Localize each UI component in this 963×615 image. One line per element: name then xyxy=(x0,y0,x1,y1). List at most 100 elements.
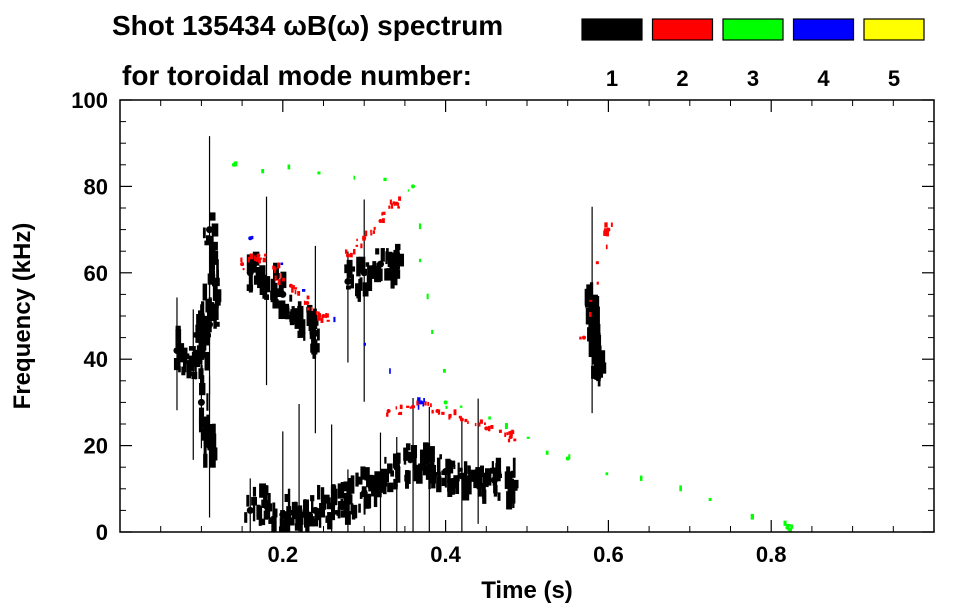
spectrum-mark xyxy=(422,462,427,476)
spectrum-mark xyxy=(294,523,302,531)
spectrum-mark xyxy=(526,436,530,439)
spectrum-mark xyxy=(590,324,597,340)
spectrum-data xyxy=(173,136,794,532)
spectrum-mark xyxy=(587,327,594,342)
spectrum-mark xyxy=(340,510,347,518)
y-tick-label: 0 xyxy=(96,520,108,545)
spectrum-mark xyxy=(495,471,502,478)
spectrum-mark xyxy=(286,506,292,526)
spectrum-mark xyxy=(448,478,456,495)
spectrum-mark xyxy=(327,512,333,530)
spectrum-mark xyxy=(213,277,220,287)
spectrum-mark xyxy=(451,460,456,467)
spectrum-mark xyxy=(387,463,393,474)
spectrum-mark xyxy=(504,423,508,429)
spectrum-mark xyxy=(293,287,298,290)
spectrum-mark xyxy=(367,265,375,279)
spectrum-mark xyxy=(504,432,507,438)
spectrum-mark xyxy=(491,461,494,473)
y-tick-label: 20 xyxy=(84,434,108,459)
y-tick-label: 40 xyxy=(84,347,108,372)
spectrum-mark xyxy=(308,516,315,527)
data-point xyxy=(490,476,498,484)
spectrum-mark xyxy=(437,471,441,487)
spectrum-mark xyxy=(258,257,261,264)
spectrum-mark xyxy=(363,342,366,346)
spectrum-mark xyxy=(273,282,278,296)
spectrum-mark xyxy=(287,164,291,170)
spectrum-mark xyxy=(247,256,250,263)
spectrum-mark xyxy=(209,263,215,279)
data-point xyxy=(311,329,319,337)
spectrum-mark xyxy=(267,493,271,510)
spectrum-mark xyxy=(474,422,477,427)
spectrum-mark xyxy=(444,470,447,488)
spectrum-mark xyxy=(319,503,326,518)
spectrum-mark xyxy=(265,485,269,496)
spectrum-mark xyxy=(398,196,402,201)
data-point xyxy=(425,463,433,471)
spectrum-mark xyxy=(202,227,206,239)
data-point xyxy=(507,480,515,488)
spectrum-mark xyxy=(211,447,218,461)
spectrum-mark xyxy=(252,501,256,522)
spectrum-mark xyxy=(419,449,426,468)
spectrum-mark xyxy=(584,288,591,306)
data-point xyxy=(581,335,586,340)
data-point xyxy=(785,525,790,530)
data-point xyxy=(378,218,383,223)
spectrum-mark xyxy=(213,250,219,265)
spectrum-mark xyxy=(492,467,496,486)
spectrum-mark xyxy=(391,203,394,209)
series-2-mode-1 xyxy=(246,196,320,434)
spectrum-mark xyxy=(277,262,281,269)
chart-title-line2: for toroidal mode number: xyxy=(122,60,472,91)
data-point xyxy=(328,502,336,510)
spectrum-mark xyxy=(244,512,248,523)
spectrum-mark xyxy=(375,248,380,255)
spectrum-mark xyxy=(403,447,409,461)
spectrum-mark xyxy=(592,317,599,331)
spectrum-mark xyxy=(318,516,322,528)
spectrum-mark xyxy=(326,313,329,318)
spectrum-mark xyxy=(507,472,512,490)
axes: 0.2 0.4 0.6 0.8 0 20 40 60 80 100 xyxy=(71,88,934,567)
spectrum-mark xyxy=(340,499,344,511)
spectrum-mark xyxy=(292,285,295,289)
spectrum-mark xyxy=(333,316,336,323)
spectrum-mark xyxy=(511,429,514,435)
spectrum-mark xyxy=(314,510,322,516)
data-point xyxy=(345,253,350,258)
spectrum-mark xyxy=(370,233,373,236)
data-point xyxy=(606,227,611,232)
spectrum-mark xyxy=(453,475,459,489)
spectrum-mark xyxy=(242,268,245,271)
spectrum-mark xyxy=(406,405,410,408)
spectrum-mark xyxy=(310,306,313,312)
spectrum-mark xyxy=(206,414,210,429)
spectrum-mark xyxy=(464,419,467,423)
spectrum-mark xyxy=(381,212,384,216)
spectrum-mark xyxy=(478,422,481,427)
spectrum-mark xyxy=(445,405,448,409)
spectrum-mark xyxy=(439,454,442,460)
spectrum-mark xyxy=(305,521,310,532)
spectrum-mark xyxy=(209,235,214,249)
spectrum-mark xyxy=(291,518,295,526)
spectrum-mark xyxy=(211,223,219,237)
x-tick-label: 0.2 xyxy=(268,542,299,567)
spectrum-mark xyxy=(508,481,515,501)
spectrum-mark xyxy=(423,398,425,403)
spectrum-mark xyxy=(441,411,445,415)
spectrum-mark xyxy=(373,494,378,508)
spectrum-mark xyxy=(246,284,254,291)
legend-label-2: 2 xyxy=(676,66,688,91)
spectrum-mark xyxy=(178,366,181,373)
spectrum-mark xyxy=(343,492,348,504)
spectrum-mark xyxy=(203,436,211,446)
spectrum-mark xyxy=(380,248,385,262)
spectrum-mark xyxy=(506,466,510,478)
spectrum-mark xyxy=(708,497,712,501)
spectrum-mark xyxy=(389,368,391,374)
